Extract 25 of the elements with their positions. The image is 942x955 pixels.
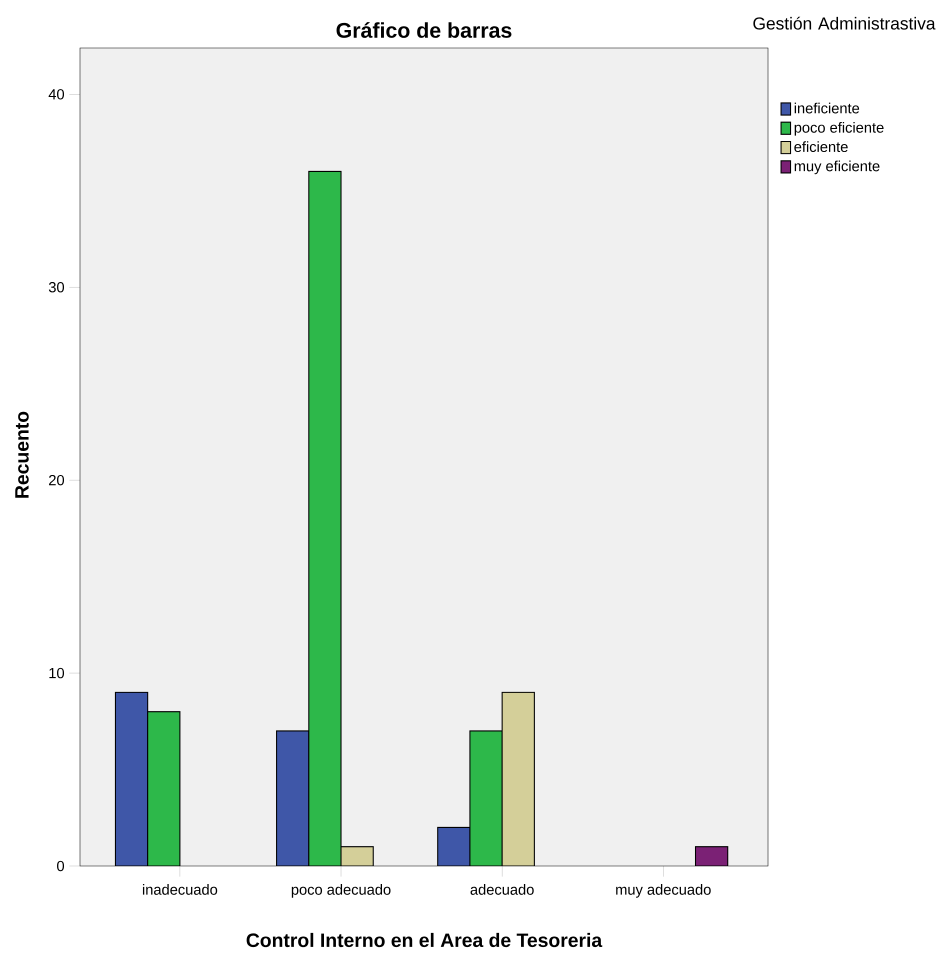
x-tick-label: muy adecuado <box>616 884 711 898</box>
bar <box>470 730 503 866</box>
bar <box>502 692 536 866</box>
legend-label: ineficiente <box>794 102 860 114</box>
x-tick-label: inadecuado <box>143 884 218 895</box>
chart-title: Gráfico de barras <box>336 22 512 38</box>
bar <box>276 730 310 866</box>
y-tick-label: 10 <box>50 668 64 678</box>
y-tick-label: 40 <box>48 89 64 100</box>
bar <box>147 711 181 866</box>
legend-label: muy eficiente <box>794 160 880 174</box>
x-tick-label: adecuado <box>470 884 534 895</box>
y-axis-title: Recuento <box>15 412 29 498</box>
x-tick-label: poco adecuado <box>292 884 391 898</box>
bar <box>340 846 374 866</box>
y-tick-label: 20 <box>49 474 64 486</box>
y-tick-label: 0 <box>57 860 64 872</box>
legend-label: eficiente <box>794 141 848 152</box>
bar <box>115 692 148 866</box>
bar <box>437 826 471 866</box>
y-tick-label: 30 <box>48 282 64 292</box>
x-axis-title: Control Interno en el Area de Tesoreria <box>246 932 602 948</box>
legend-title: Gestión Administrastiva <box>753 16 936 30</box>
bar <box>308 170 342 866</box>
legend-label: poco eficiente <box>794 122 884 136</box>
